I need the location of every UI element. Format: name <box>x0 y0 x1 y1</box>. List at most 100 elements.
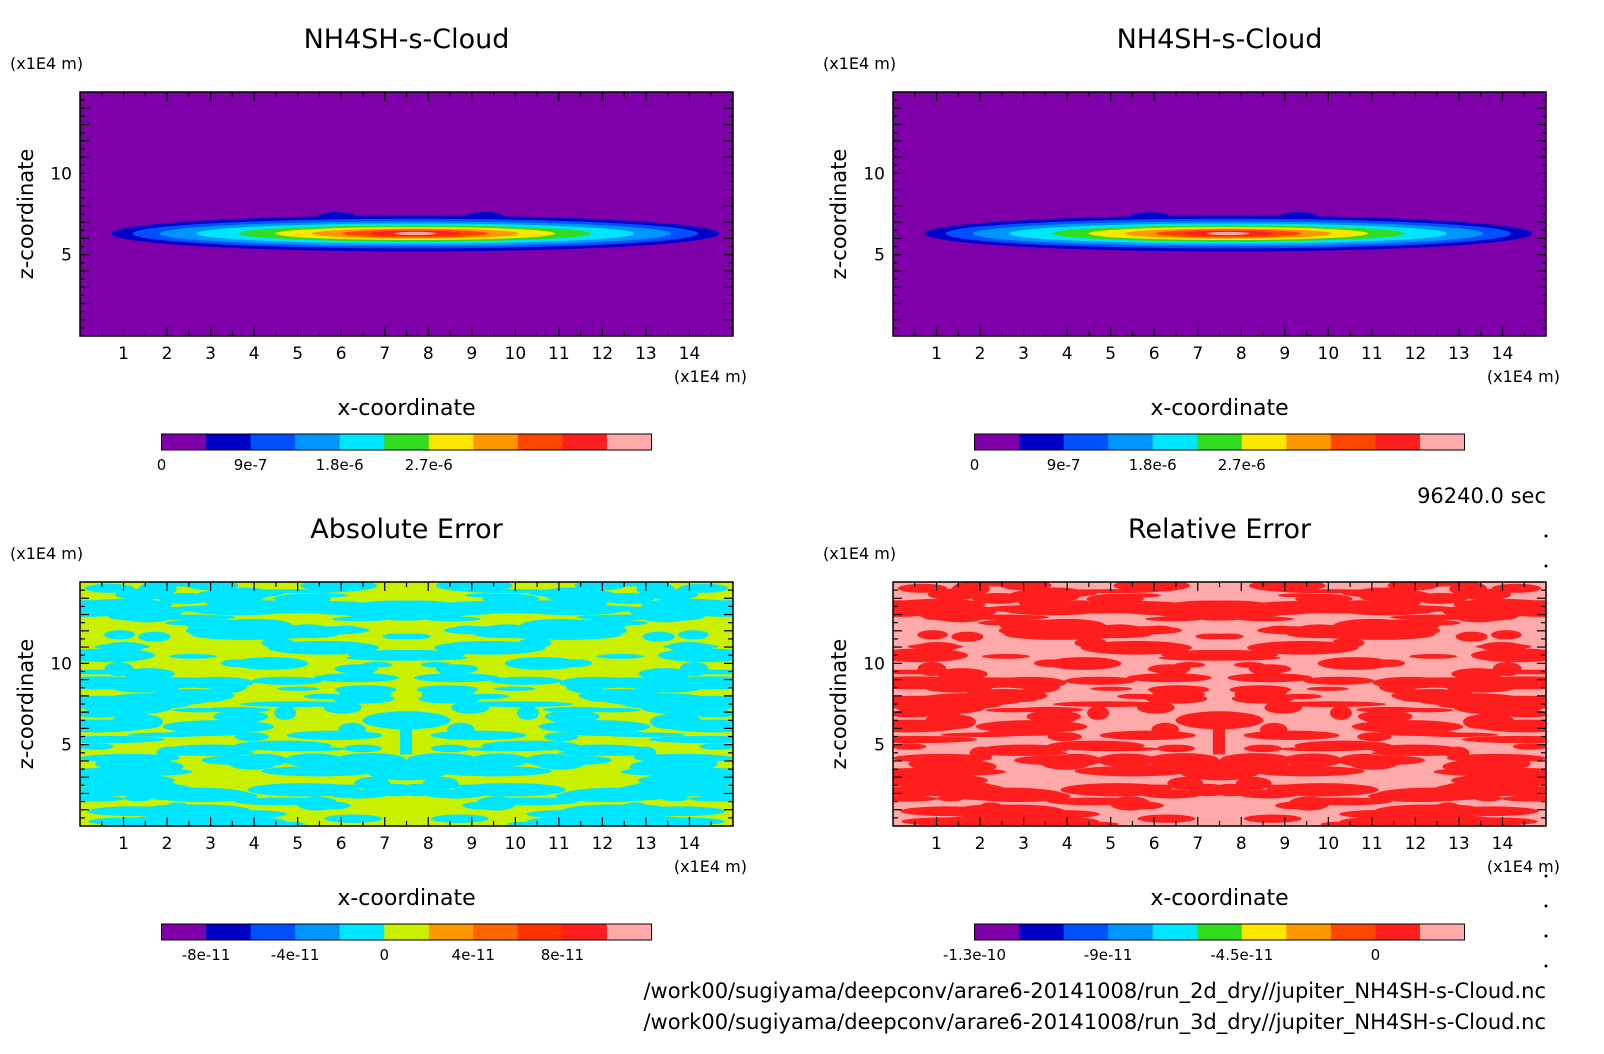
error-patch <box>1028 618 1106 633</box>
colorbar-swatch <box>562 924 608 940</box>
error-patch <box>1432 782 1531 797</box>
error-patch <box>1046 657 1122 670</box>
error-patch <box>337 674 375 681</box>
error-patch <box>1145 616 1203 622</box>
colorbar-swatch <box>295 434 341 450</box>
error-patch <box>971 750 1068 756</box>
x-tick-label: 8 <box>1236 344 1247 364</box>
error-patch <box>469 753 530 767</box>
cloud-contour-9 <box>393 231 437 236</box>
error-patch <box>253 600 280 607</box>
error-patch <box>1076 784 1146 791</box>
error-patch <box>658 648 733 663</box>
x-tick-label: 9 <box>1279 834 1290 854</box>
colorbar-tick-label: 2.7e-6 <box>405 456 453 474</box>
error-patch <box>1206 606 1237 619</box>
error-patch <box>83 700 189 710</box>
error-patch <box>382 633 414 640</box>
error-patch <box>138 582 177 596</box>
error-patch <box>932 821 1006 826</box>
error-patch <box>187 582 239 591</box>
error-patch <box>1451 668 1504 680</box>
error-patch <box>1158 655 1261 661</box>
error-patch <box>1220 753 1292 767</box>
colorbar-swatch <box>1286 434 1332 450</box>
error-patch <box>206 631 314 640</box>
error-patch <box>1317 657 1393 670</box>
error-patch <box>1437 700 1543 710</box>
error-patch <box>104 630 135 640</box>
colorbar-swatch <box>250 434 296 450</box>
x-tick-label: 13 <box>635 834 657 854</box>
x-tick-label: 5 <box>1105 834 1116 854</box>
colorbar-frame <box>974 923 1465 941</box>
error-patch <box>1351 720 1464 734</box>
error-patch <box>518 637 552 648</box>
error-patch <box>982 730 1061 736</box>
error-patch <box>1491 630 1522 640</box>
error-patch <box>283 753 344 767</box>
error-patch <box>1074 637 1108 648</box>
error-patch <box>451 701 490 714</box>
error-patch <box>274 705 297 720</box>
error-patch <box>1174 662 1206 668</box>
x-tick-label: 5 <box>292 344 303 364</box>
error-patch <box>156 746 181 760</box>
error-patch <box>1293 784 1363 791</box>
error-patch <box>1379 680 1417 693</box>
error-patch <box>1276 701 1387 708</box>
error-patch <box>366 764 447 781</box>
error-patch <box>1099 642 1148 653</box>
x-tick-label: 7 <box>379 834 390 854</box>
error-patch <box>205 597 255 608</box>
error-patch <box>1371 597 1421 608</box>
x-tick-label: 14 <box>1492 344 1514 364</box>
error-patch <box>463 701 574 708</box>
x-tick-label: 6 <box>1149 344 1160 364</box>
colorbar-swatch <box>250 924 296 940</box>
error-patch <box>893 603 948 617</box>
error-patch <box>893 735 978 744</box>
error-patch <box>80 648 155 663</box>
error-patch <box>1357 710 1413 723</box>
colorbar-swatch <box>1063 924 1109 940</box>
colorbar-swatch <box>1330 434 1376 450</box>
error-patch <box>678 630 709 640</box>
error-patch <box>688 795 733 802</box>
error-patch <box>526 809 613 819</box>
error-patch <box>1243 730 1340 740</box>
error-patch <box>1090 686 1133 691</box>
error-patch <box>893 795 938 802</box>
error-patch <box>1047 740 1145 751</box>
error-patch <box>1145 693 1208 704</box>
error-patch <box>1074 766 1191 777</box>
colorbar-swatch <box>1019 924 1065 940</box>
error-patch <box>1151 722 1179 737</box>
error-patch <box>678 603 733 617</box>
error-patch <box>504 657 580 670</box>
error-patch <box>168 653 217 659</box>
colorbar-swatch <box>1286 924 1332 940</box>
error-patch <box>261 766 378 777</box>
error-patch <box>1047 732 1082 742</box>
error-patch <box>95 782 194 797</box>
error-patch <box>1409 653 1458 659</box>
error-patch <box>1260 722 1288 737</box>
colorbar-swatch <box>606 924 652 940</box>
colorbar-tick-label: 2.7e-6 <box>1218 456 1266 474</box>
x-tick-label: 5 <box>1105 344 1116 364</box>
plot-panel-2: NH4SH-s-Cloud (x1E4 m) (x1E4 m) x-coordinat… <box>823 24 1560 474</box>
error-patch <box>1470 757 1531 771</box>
error-patch <box>908 782 1007 797</box>
error-patch <box>917 661 947 677</box>
error-patch <box>283 599 341 613</box>
x-tick-label: 11 <box>548 834 570 854</box>
y-axis-label: z-coordinate <box>14 639 38 770</box>
x-tick-label: 6 <box>336 834 347 854</box>
error-patch <box>338 722 366 737</box>
error-patch <box>1147 753 1219 767</box>
x-tick-label: 12 <box>1405 344 1427 364</box>
error-patch <box>653 612 683 622</box>
error-patch <box>1236 616 1294 622</box>
error-patch <box>917 630 948 640</box>
